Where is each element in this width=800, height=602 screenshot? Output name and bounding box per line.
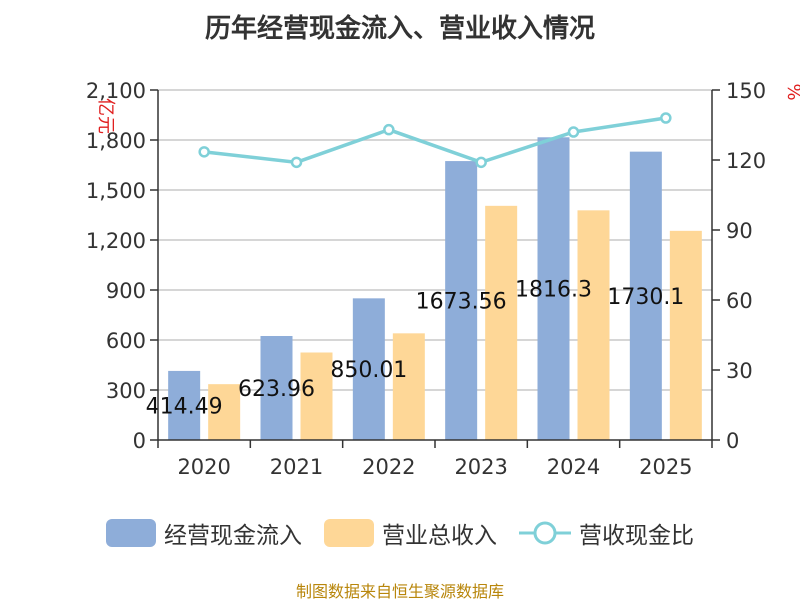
bar-revenue <box>485 205 518 440</box>
y-left-tick-label: 1,500 <box>86 179 146 203</box>
y-left-tick-label: 1,800 <box>86 129 146 153</box>
bar-cash-inflow <box>629 151 662 440</box>
legend-label-ratio: 营收现金比 <box>579 523 694 549</box>
ratio-point <box>290 156 303 169</box>
legend-label-revenue: 营业总收入 <box>382 523 497 549</box>
y-left-tick-label: 2,100 <box>86 79 146 103</box>
legend: 经营现金流入 营业总收入 营收现金比 <box>0 516 800 550</box>
bar-revenue <box>669 230 702 440</box>
y-left-tick-label: 900 <box>106 279 146 303</box>
data-label: 1816.3 <box>515 278 592 303</box>
y-right-unit-label: % <box>783 83 800 100</box>
y-left-tick-label: 0 <box>133 429 146 453</box>
legend-swatch-revenue <box>324 519 374 547</box>
ratio-point <box>660 112 672 124</box>
ratio-point <box>567 126 580 138</box>
y-left-tick-label: 300 <box>106 379 146 403</box>
y-right-tick-label: 120 <box>726 149 766 173</box>
ratio-point <box>198 146 210 158</box>
x-tick-label: 2023 <box>454 455 507 479</box>
bar-revenue <box>577 210 610 440</box>
legend-item-cash-inflow[interactable]: 经营现金流入 <box>106 516 302 550</box>
bar-revenue <box>392 333 425 440</box>
y-right-tick-label: 150 <box>726 79 766 103</box>
source-footer: 制图数据来自恒生聚源数据库 <box>295 582 504 601</box>
ratio-point <box>383 123 395 136</box>
x-tick-label: 2022 <box>362 455 415 479</box>
legend-item-ratio[interactable]: 营收现金比 <box>519 516 694 550</box>
legend-swatch-cash-inflow <box>106 519 156 547</box>
y-right-tick-label: 30 <box>726 359 753 383</box>
bar-cash-inflow <box>537 137 570 441</box>
y-left-tick-label: 600 <box>106 329 146 353</box>
bar-cash-inflow <box>445 161 478 440</box>
ratio-point <box>475 156 487 169</box>
bar-cash-inflow <box>168 370 201 440</box>
y-right-tick-label: 0 <box>726 429 739 453</box>
data-label: 1730.1 <box>607 285 684 310</box>
x-tick-label: 2025 <box>639 455 692 479</box>
bar-cash-inflow <box>260 336 293 440</box>
chart-title: 历年经营现金流入、营业收入情况 <box>204 14 595 44</box>
data-label: 623.96 <box>238 377 315 402</box>
x-tick-label: 2020 <box>177 455 230 479</box>
legend-line-marker-icon <box>519 521 571 545</box>
x-tick-label: 2024 <box>547 455 600 479</box>
y-right-tick-label: 60 <box>726 289 753 313</box>
bar-revenue <box>208 384 241 440</box>
y-left-tick-label: 1,200 <box>86 229 146 253</box>
bar-cash-inflow <box>352 298 385 440</box>
x-tick-label: 2021 <box>270 455 323 479</box>
data-label: 850.01 <box>330 358 407 383</box>
ratio-line <box>203 116 667 165</box>
data-label: 414.49 <box>146 394 223 419</box>
y-right-tick-label: 90 <box>726 219 753 243</box>
bar-revenue <box>300 352 333 440</box>
y-left-unit-label: 亿元 <box>95 98 116 134</box>
legend-item-revenue[interactable]: 营业总收入 <box>324 516 497 550</box>
legend-label-cash-inflow: 经营现金流入 <box>164 523 302 549</box>
data-label: 1673.56 <box>416 290 507 315</box>
